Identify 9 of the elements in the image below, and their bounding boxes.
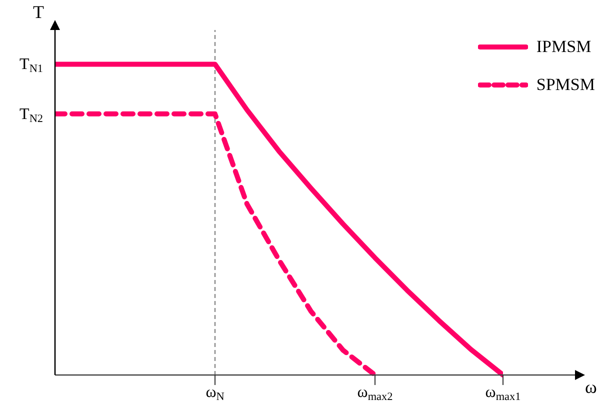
annotation: T$_{N2}$ [20,106,43,125]
y-axis-title: T [33,2,44,23]
legend-label: IPMSM [536,37,592,57]
x-tick-label: ω$_{N}$ [206,384,224,403]
x-axis-title: ω [585,377,597,398]
x-tick-label: ω$_{max2}$ [357,384,393,403]
legend-label: SPMSM [536,75,595,95]
x-tick-label: ω$_{max1}$ [485,384,521,403]
annotation: T$_{N1}$ [20,56,43,75]
